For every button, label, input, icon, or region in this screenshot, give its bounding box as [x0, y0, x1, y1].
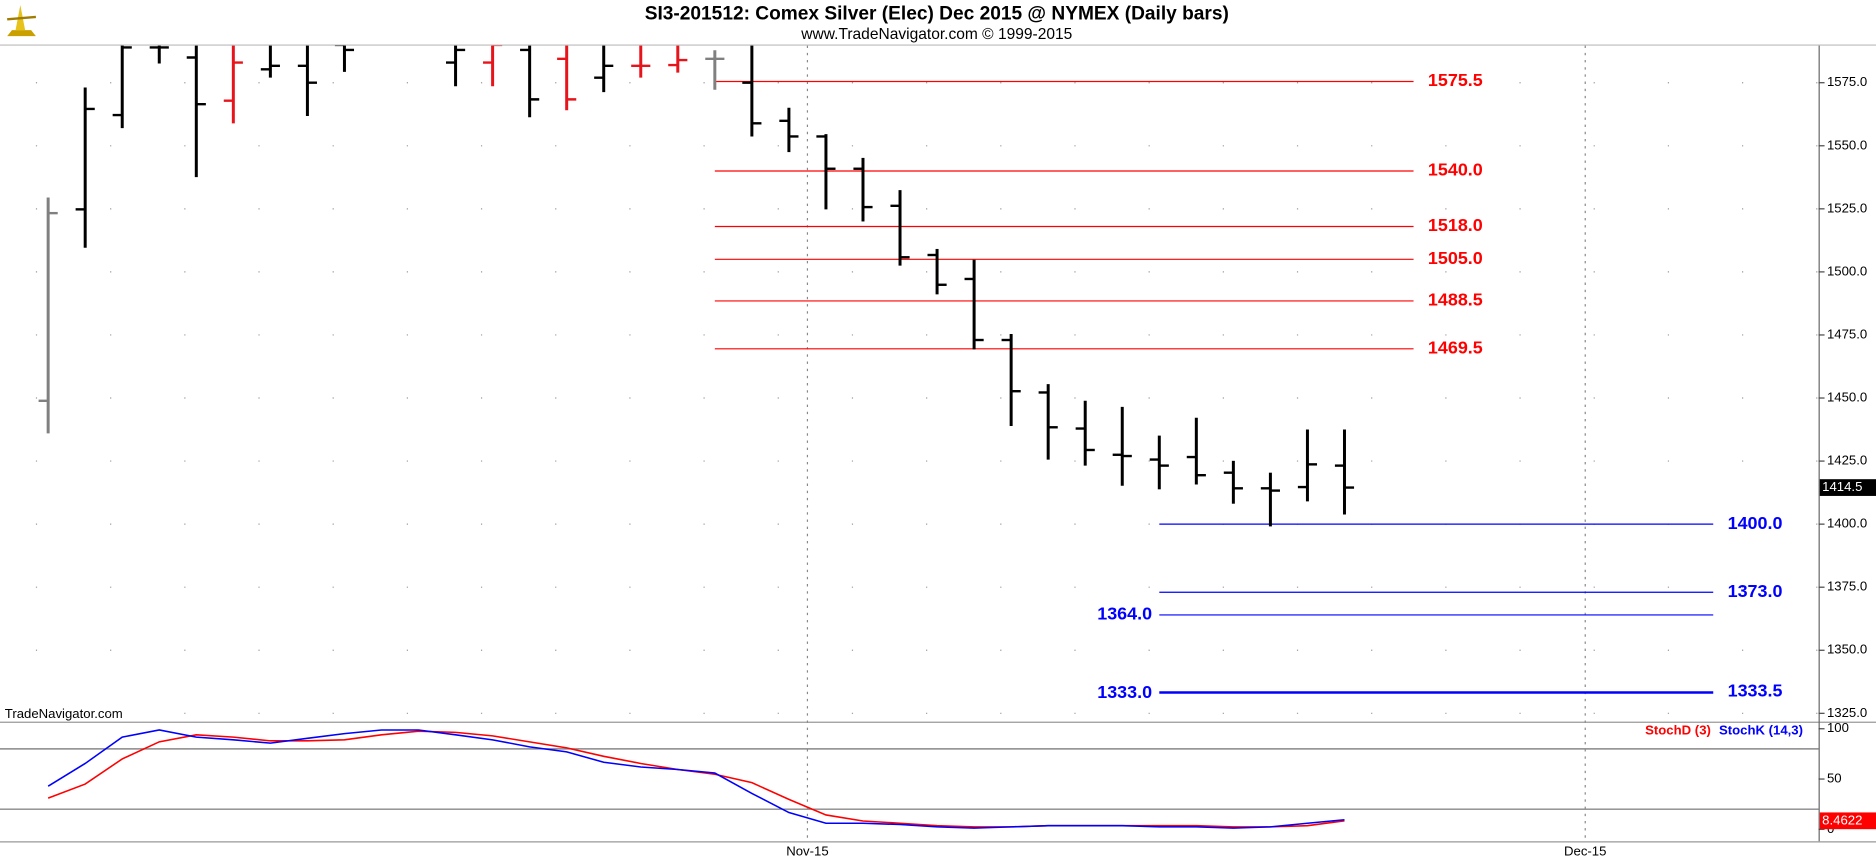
labels: 1325.0 1350.0 1375.0 1400.0 1425.0 1450.0 1475…	[786, 70, 1876, 859]
level-label: 1333.0	[1097, 682, 1152, 702]
y-tick-label: 1400.0	[1827, 516, 1867, 531]
level-label: 1488.5	[1428, 290, 1483, 310]
chart-title: SI3-201512: Comex Silver (Elec) Dec 2015…	[645, 4, 1229, 25]
legend-entry: StochD (3)	[1645, 723, 1711, 738]
level-label: 1364.0	[1097, 604, 1152, 624]
y-tick-label: 1425.0	[1827, 453, 1867, 468]
legend-entry: StochK (14,3)	[1719, 723, 1803, 738]
price-panel	[38, 45, 1714, 694]
last-value-box	[1819, 812, 1876, 830]
x-tick-label: Dec-15	[1564, 844, 1606, 859]
last-value-label: 8.4622	[1822, 812, 1862, 827]
level-label: 1518.0	[1428, 215, 1483, 235]
y-tick-label: 1375.0	[1827, 579, 1867, 594]
x-tick-label: Nov-15	[786, 844, 828, 859]
indicator-line	[47, 729, 1345, 829]
y-tick-label: 1350.0	[1827, 642, 1867, 657]
level-label: 1575.5	[1428, 70, 1483, 90]
logo	[7, 4, 36, 37]
y-tick-label: 1475.0	[1827, 326, 1867, 341]
last-price-box	[1819, 479, 1876, 496]
level-label: 1505.0	[1428, 248, 1483, 268]
level-label: 1540.0	[1428, 160, 1483, 180]
y-tick-label: 1550.0	[1827, 137, 1867, 152]
last-price-label: 1414.5	[1822, 479, 1862, 494]
y-tick-label: 1500.0	[1827, 263, 1867, 278]
chart-subtitle: www.TradeNavigator.com © 1999-2015	[800, 26, 1072, 43]
level-label: 1469.5	[1428, 338, 1483, 358]
y-tick-label: 1525.0	[1827, 200, 1867, 215]
y-tick-label: 50	[1827, 771, 1842, 786]
y-tick-label: 1575.0	[1827, 74, 1867, 89]
level-label: 1373.0	[1728, 581, 1783, 601]
level-label: 1333.5	[1728, 681, 1783, 701]
indicator-panel	[0, 729, 1819, 829]
y-tick-label: 100	[1827, 720, 1849, 735]
y-tick-label: 1325.0	[1827, 705, 1867, 720]
watermark: TradeNavigator.com	[5, 706, 123, 721]
level-label: 1400.0	[1728, 513, 1783, 533]
y-tick-label: 1450.0	[1827, 389, 1867, 404]
